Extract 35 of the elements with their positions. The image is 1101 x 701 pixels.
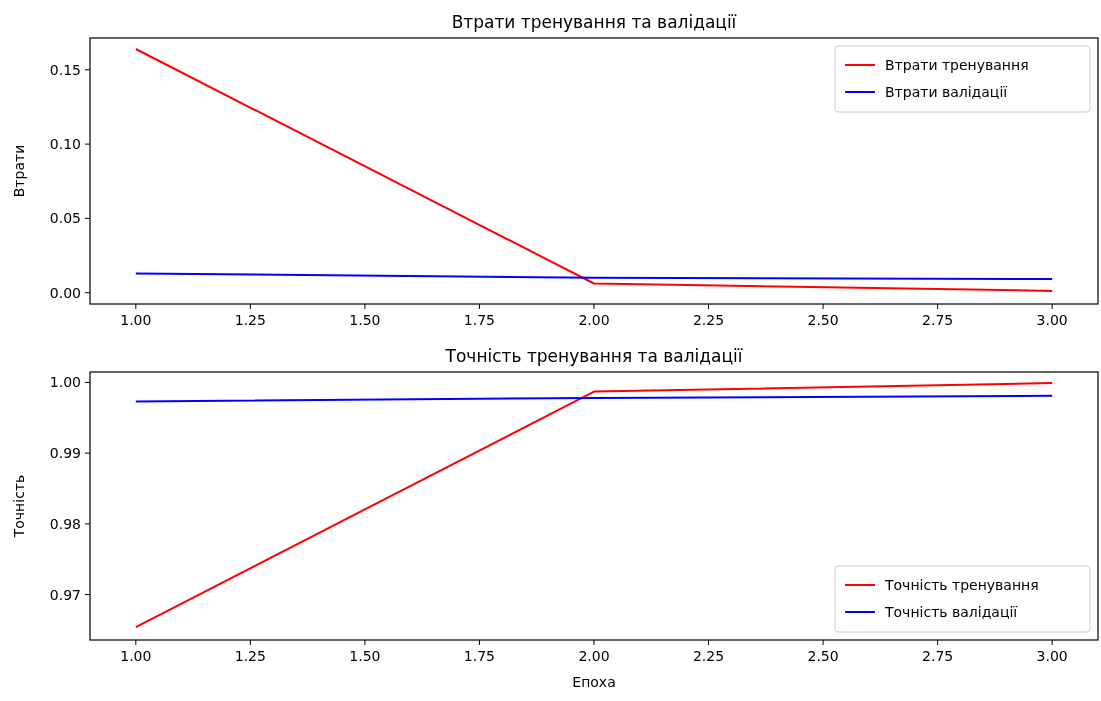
x-tick-label: 1.50 <box>349 648 381 664</box>
x-tick-label: 1.25 <box>234 312 266 328</box>
y-axis-title: Точність <box>11 474 27 539</box>
y-axis-title: Втрати <box>11 144 27 198</box>
x-tick-label: 2.25 <box>692 312 725 328</box>
x-tick-label: 1.25 <box>234 648 266 664</box>
x-tick-label: 2.00 <box>578 312 610 328</box>
x-tick-label: 3.00 <box>1036 312 1068 328</box>
legend-label: Точність тренування <box>884 577 1039 593</box>
x-tick-label: 1.75 <box>463 648 496 664</box>
legend-label: Втрати тренування <box>885 57 1029 73</box>
x-tick-label: 1.50 <box>349 312 381 328</box>
x-tick-label: 2.50 <box>807 648 839 664</box>
x-tick-label: 1.75 <box>463 312 496 328</box>
y-tick-label: 0.10 <box>49 136 81 153</box>
x-tick-label: 2.75 <box>922 312 954 328</box>
y-tick-label: 0.15 <box>49 61 81 78</box>
y-tick-label: 1.00 <box>49 374 81 391</box>
x-tick-label: 1.00 <box>120 312 152 328</box>
x-tick-label: 2.50 <box>807 312 839 328</box>
legend-label: Точність валідації <box>884 604 1018 620</box>
y-tick-label: 0.98 <box>49 515 81 532</box>
x-tick-label: 3.00 <box>1036 648 1068 664</box>
x-axis-title: Епоха <box>572 674 616 690</box>
chart-title: Втрати тренування та валідації <box>451 12 737 32</box>
y-tick-label: 0.05 <box>49 210 81 227</box>
y-tick-label: 0.00 <box>49 284 81 301</box>
x-tick-label: 2.25 <box>692 648 725 664</box>
x-tick-label: 1.00 <box>120 648 152 664</box>
y-tick-label: 0.97 <box>49 586 81 603</box>
legend-label: Втрати валідації <box>885 84 1008 100</box>
x-tick-label: 2.00 <box>578 648 610 664</box>
y-tick-label: 0.99 <box>49 445 81 462</box>
chart-title: Точність тренування та валідації <box>444 346 743 366</box>
x-tick-label: 2.75 <box>922 648 954 664</box>
